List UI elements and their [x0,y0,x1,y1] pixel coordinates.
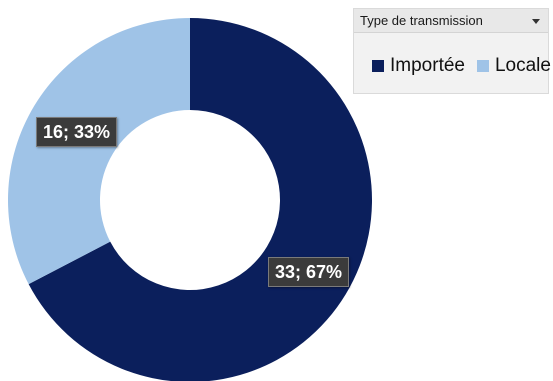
donut-slice-locale[interactable] [7,18,191,285]
legend-label-locale: Locale [494,55,551,76]
data-label-importee: 33; 67% [268,257,350,287]
legend-swatch-locale [476,60,489,72]
legend-item-locale[interactable]: Locale [476,55,551,77]
chevron-down-icon[interactable] [532,19,540,24]
legend-item-importee[interactable]: Importée [372,55,465,77]
data-label-locale: 16; 33% [36,117,118,147]
legend-header[interactable]: Type de transmission [354,9,548,33]
legend: Type de transmission Importée Locale [353,8,551,94]
legend-title: Type de transmission [360,13,483,28]
legend-label-importee: Importée [390,55,465,76]
legend-swatch-importee [372,60,384,72]
donut-slice-importee[interactable] [28,18,372,381]
legend-items: Importée Locale [372,55,553,77]
